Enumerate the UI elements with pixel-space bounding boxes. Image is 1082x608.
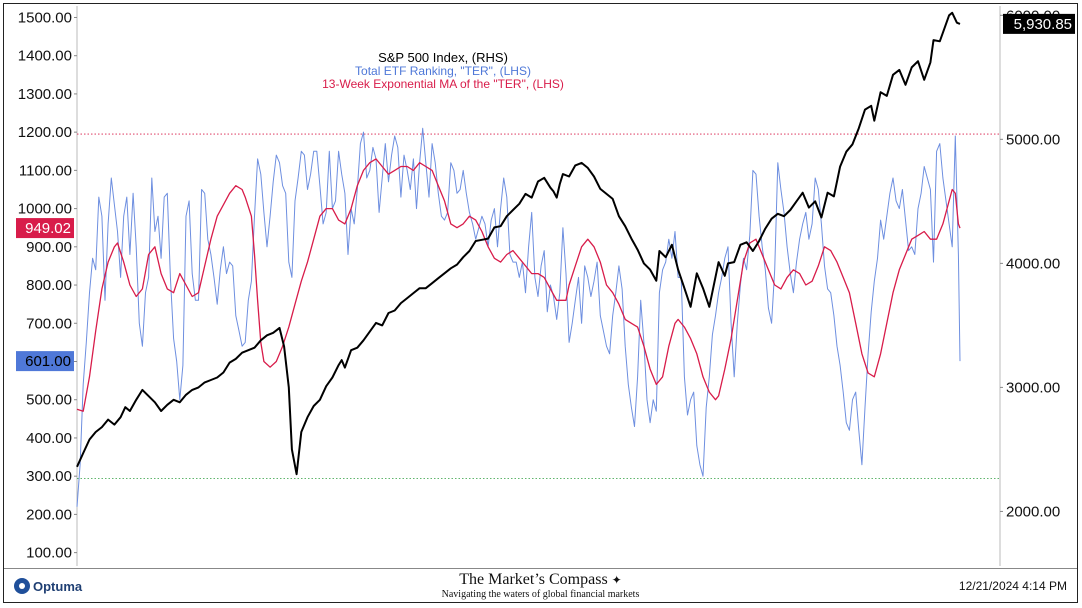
optuma-logo-icon xyxy=(14,578,30,594)
left-tick-label: 800.00 xyxy=(26,277,72,294)
sp500-line xyxy=(76,11,961,476)
left-tick-label: 300.00 xyxy=(26,468,72,485)
left-tick-label: 1500.00 xyxy=(18,9,72,26)
left-tick-label: 700.00 xyxy=(26,315,72,332)
left-tick-label: 1100.00 xyxy=(19,162,72,179)
compass-tagline: Navigating the waters of global financia… xyxy=(441,589,640,600)
chart-svg: 100.00200.00300.00400.00500.00600.00700.… xyxy=(16,6,1075,566)
right-tick-label: 2000.00 xyxy=(1006,503,1060,520)
ter-value-tag-bg xyxy=(16,351,74,372)
optuma-brand: Optuma xyxy=(14,578,82,594)
ema-line xyxy=(76,158,961,412)
compass-title-text: The Market’s Compass xyxy=(459,571,608,588)
left-tick-label: 1400.00 xyxy=(18,48,72,65)
footer: Optuma The Market’s Compass ✦ Navigating… xyxy=(4,568,1077,603)
right-tick-label: 3000.00 xyxy=(1006,379,1060,396)
legend-entry-ter: Total ETF Ranking, "TER", (LHS) xyxy=(355,64,531,78)
chart-frame xyxy=(3,3,1078,603)
ema-value-tag: 949.02 xyxy=(16,218,74,239)
sp500-value-tag-label: 5,930.85 xyxy=(1014,16,1072,33)
left-tick-label: 200.00 xyxy=(26,506,72,523)
ter-value-tag-label: 601.00 xyxy=(25,353,71,370)
reference-lines xyxy=(77,133,1000,479)
ema-value-tag-bg xyxy=(16,218,74,239)
ter-value-tag: 601.00 xyxy=(16,351,74,372)
sp500-value-tag-bg xyxy=(1003,13,1075,34)
left-tick-label: 500.00 xyxy=(26,392,72,409)
ter-line xyxy=(76,127,961,507)
legend: S&P 500 Index, (RHS) Total ETF Ranking, … xyxy=(322,50,564,91)
left-tick-label: 1300.00 xyxy=(18,86,72,103)
compass-branding: The Market’s Compass ✦ Navigating the wa… xyxy=(4,571,1077,600)
left-tick-label: 1000.00 xyxy=(18,201,72,218)
brand-label: Optuma xyxy=(33,578,83,594)
right-tick-label: 5000.00 xyxy=(1006,131,1060,148)
timestamp: 12/21/2024 4:14 PM xyxy=(958,579,1067,593)
left-tick-label: 1200.00 xyxy=(18,124,72,141)
ema-value-tag-label: 949.02 xyxy=(25,220,71,237)
left-tick-label: 900.00 xyxy=(26,239,72,256)
compass-title: The Market’s Compass ✦ xyxy=(4,571,1077,589)
compass-rose-icon: ✦ xyxy=(611,573,622,587)
left-tick-label: 100.00 xyxy=(26,545,72,562)
right-tick-label: 4000.00 xyxy=(1006,255,1060,272)
left-tick-label: 400.00 xyxy=(26,430,72,447)
left-axis-ticks: 100.00200.00300.00400.00500.00600.00700.… xyxy=(18,9,77,562)
plot-area: 100.00200.00300.00400.00500.00600.00700.… xyxy=(16,6,1075,566)
legend-entry-sp500: S&P 500 Index, (RHS) xyxy=(378,50,508,65)
series-layer xyxy=(76,11,961,507)
value-tags: 949.02 601.00 5,930.85 xyxy=(16,13,1075,372)
sp500-value-tag: 5,930.85 xyxy=(1003,13,1075,34)
legend-entry-ema: 13-Week Exponential MA of the "TER", (LH… xyxy=(322,77,564,91)
